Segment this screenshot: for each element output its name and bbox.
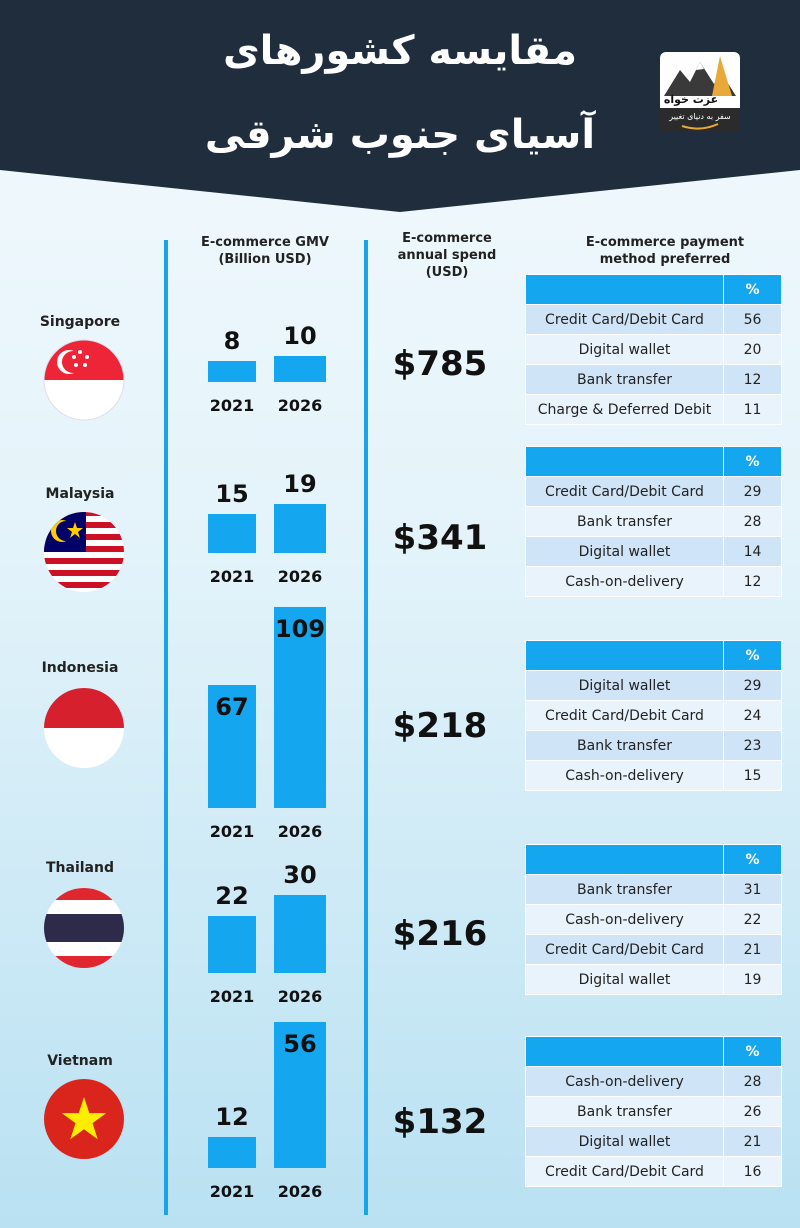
- table-row: Bank transfer 26: [525, 1096, 782, 1127]
- logo-subtext: سفر به دنیای تغییر: [669, 112, 731, 121]
- logo-text: عزت خواه: [663, 93, 719, 106]
- payment-header-line-2: method preferred: [599, 252, 731, 267]
- brand-logo: عزت خواه سفر به دنیای تغییر: [660, 52, 740, 132]
- spend-indonesia: $218: [392, 706, 488, 746]
- table-row: Cash-on-delivery 12: [525, 566, 782, 597]
- payment-column-header: E-commerce payment method preferred: [548, 234, 782, 268]
- gmv-value-label-thailand-2026: 30: [283, 861, 317, 889]
- country-name-malaysia: Malaysia: [45, 486, 115, 502]
- table-header-row: %: [525, 274, 782, 305]
- gmv-column-header: E-commerce GMV (Billion USD): [180, 234, 350, 268]
- table-row: Credit Card/Debit Card 29: [525, 476, 782, 507]
- vietnam-flag-icon: [44, 1079, 124, 1159]
- spend-vietnam: $132: [392, 1102, 488, 1142]
- table-header-row: %: [525, 640, 782, 671]
- gmv-bar-singapore-2026: [274, 356, 326, 382]
- country-name-thailand: Thailand: [46, 860, 114, 876]
- gmv-value-label-malaysia-2021: 15: [215, 480, 249, 508]
- country-name-singapore: Singapore: [39, 314, 121, 330]
- country-name-vietnam: Vietnam: [47, 1053, 113, 1069]
- payment-table-singapore: % Credit Card/Debit Card 56 Digital walle…: [525, 274, 782, 425]
- year-label-malaysia-2026: 2026: [277, 567, 323, 586]
- divider-left: [164, 240, 168, 1215]
- payment-table-vietnam: % Cash-on-delivery 28 Bank transfer 26 Dig…: [525, 1036, 782, 1187]
- gmv-bar-indonesia-2026: [274, 607, 326, 808]
- payment-table-malaysia: % Credit Card/Debit Card 29 Bank transfer…: [525, 446, 782, 597]
- gmv-value-label-vietnam-2021: 12: [215, 1103, 249, 1131]
- table-header-row: %: [525, 844, 782, 875]
- page-title-line-2: آسیای جنوب شرقی: [204, 112, 596, 158]
- gmv-bar-malaysia-2026: [274, 504, 326, 553]
- payment-table-indonesia: % Digital wallet 29 Credit Card/Debit Car…: [525, 640, 782, 791]
- table-row: Credit Card/Debit Card 24: [525, 700, 782, 731]
- spend-header-line-3: (USD): [425, 265, 469, 280]
- year-label-indonesia-2026: 2026: [277, 822, 323, 841]
- gmv-value-label-singapore-2021: 8: [223, 327, 241, 355]
- thailand-flag-icon: [44, 888, 124, 968]
- table-row: Cash-on-delivery 22: [525, 904, 782, 935]
- country-name-indonesia: Indonesia: [41, 660, 119, 676]
- table-row: Cash-on-delivery 15: [525, 760, 782, 791]
- table-row: Credit Card/Debit Card 16: [525, 1156, 782, 1187]
- spend-column-header: E-commerce annual spend (USD): [372, 230, 522, 281]
- year-label-thailand-2026: 2026: [277, 987, 323, 1006]
- gmv-header-line-2: (Billion USD): [218, 252, 312, 267]
- table-row: Credit Card/Debit Card 21: [525, 934, 782, 965]
- year-label-singapore-2026: 2026: [277, 396, 323, 415]
- header-banner: مقایسه کشورهای آسیای جنوب شرقی عزت خواه …: [0, 0, 800, 215]
- payment-header-line-1: E-commerce payment: [585, 235, 745, 250]
- table-row: Cash-on-delivery 28: [525, 1066, 782, 1097]
- table-row: Bank transfer 28: [525, 506, 782, 537]
- table-row: Bank transfer 23: [525, 730, 782, 761]
- table-row: Digital wallet 14: [525, 536, 782, 567]
- gmv-value-label-thailand-2021: 22: [215, 882, 249, 910]
- spend-header-line-1: E-commerce: [402, 231, 492, 246]
- mountain-logo-icon: [660, 52, 740, 132]
- indonesia-flag-icon: [44, 688, 124, 768]
- gmv-bar-vietnam-2026: [274, 1022, 326, 1168]
- year-label-indonesia-2021: 2021: [209, 822, 255, 841]
- gmv-bar-singapore-2021: [208, 361, 256, 382]
- table-row: Digital wallet 29: [525, 670, 782, 701]
- gmv-value-label-indonesia-2026: 109: [274, 615, 326, 643]
- gmv-bar-indonesia-2021: [208, 685, 256, 808]
- gmv-bar-vietnam-2021: [208, 1137, 256, 1168]
- spend-singapore: $785: [392, 344, 488, 384]
- table-row: Digital wallet 20: [525, 334, 782, 365]
- gmv-header-line-1: E-commerce GMV: [201, 235, 329, 250]
- table-row: Bank transfer 31: [525, 874, 782, 905]
- spend-malaysia: $341: [392, 518, 488, 558]
- year-label-vietnam-2021: 2021: [209, 1182, 255, 1201]
- spend-thailand: $216: [392, 914, 488, 954]
- table-row: Bank transfer 12: [525, 364, 782, 395]
- table-row: Charge & Deferred Debit 11: [525, 394, 782, 425]
- payment-table-thailand: % Bank transfer 31 Cash-on-delivery 22 Cre…: [525, 844, 782, 995]
- year-label-malaysia-2021: 2021: [209, 567, 255, 586]
- table-row: Digital wallet 21: [525, 1126, 782, 1157]
- table-row: Credit Card/Debit Card 56: [525, 304, 782, 335]
- malaysia-flag-icon: [44, 512, 124, 592]
- gmv-bar-thailand-2021: [208, 916, 256, 973]
- gmv-value-label-malaysia-2026: 19: [283, 470, 317, 498]
- year-label-thailand-2021: 2021: [209, 987, 255, 1006]
- gmv-value-label-vietnam-2026: 56: [283, 1030, 317, 1058]
- gmv-bar-malaysia-2021: [208, 514, 256, 553]
- year-label-vietnam-2026: 2026: [277, 1182, 323, 1201]
- table-row: Digital wallet 19: [525, 964, 782, 995]
- singapore-flag-icon: [43, 339, 125, 421]
- gmv-value-label-indonesia-2021: 67: [215, 693, 249, 721]
- divider-right: [364, 240, 368, 1215]
- gmv-value-label-singapore-2026: 10: [283, 322, 317, 350]
- table-header-row: %: [525, 446, 782, 477]
- page-title-line-1: مقایسه کشورهای: [223, 28, 577, 74]
- spend-header-line-2: annual spend: [397, 248, 497, 263]
- year-label-singapore-2021: 2021: [209, 396, 255, 415]
- gmv-bar-thailand-2026: [274, 895, 326, 973]
- header-background: [0, 0, 800, 212]
- table-header-row: %: [525, 1036, 782, 1067]
